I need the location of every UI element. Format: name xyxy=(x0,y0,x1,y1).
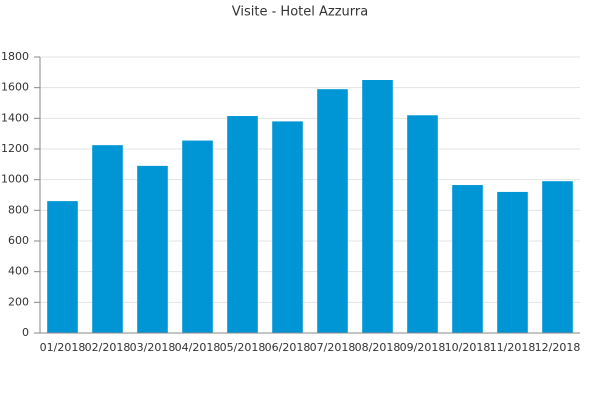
x-tick-label: 12/2018 xyxy=(535,341,581,354)
bar xyxy=(362,80,393,333)
bar xyxy=(137,165,168,333)
x-tick-label: 05/2018 xyxy=(220,341,266,354)
bar xyxy=(182,140,213,333)
x-tick-label: 10/2018 xyxy=(445,341,491,354)
y-tick-label: 600 xyxy=(8,234,29,247)
x-tick-label: 08/2018 xyxy=(355,341,401,354)
x-tick-label: 11/2018 xyxy=(490,341,536,354)
bar xyxy=(92,145,123,333)
x-tick-label: 04/2018 xyxy=(175,341,221,354)
x-tick-label: 09/2018 xyxy=(400,341,446,354)
y-tick-label: 1200 xyxy=(1,142,29,155)
bar xyxy=(317,89,348,333)
y-tick-label: 1400 xyxy=(1,111,29,124)
x-tick-label: 07/2018 xyxy=(310,341,356,354)
y-tick-label: 800 xyxy=(8,203,29,216)
x-tick-label: 03/2018 xyxy=(130,341,176,354)
y-tick-label: 400 xyxy=(8,265,29,278)
y-tick-label: 0 xyxy=(22,326,29,339)
y-tick-label: 1800 xyxy=(1,50,29,63)
bar xyxy=(272,121,303,334)
bar xyxy=(227,116,258,334)
bar xyxy=(407,115,438,334)
y-tick-label: 1000 xyxy=(1,173,29,186)
bar xyxy=(452,185,483,333)
x-tick-label: 06/2018 xyxy=(265,341,311,354)
bar xyxy=(542,181,573,333)
bar xyxy=(47,201,78,333)
y-tick-label: 1600 xyxy=(1,81,29,94)
x-tick-label: 02/2018 xyxy=(85,341,131,354)
bar xyxy=(497,191,528,333)
chart-title: Visite - Hotel Azzurra xyxy=(232,5,368,20)
x-tick-label: 01/2018 xyxy=(40,341,86,354)
y-tick-label: 200 xyxy=(8,295,29,308)
